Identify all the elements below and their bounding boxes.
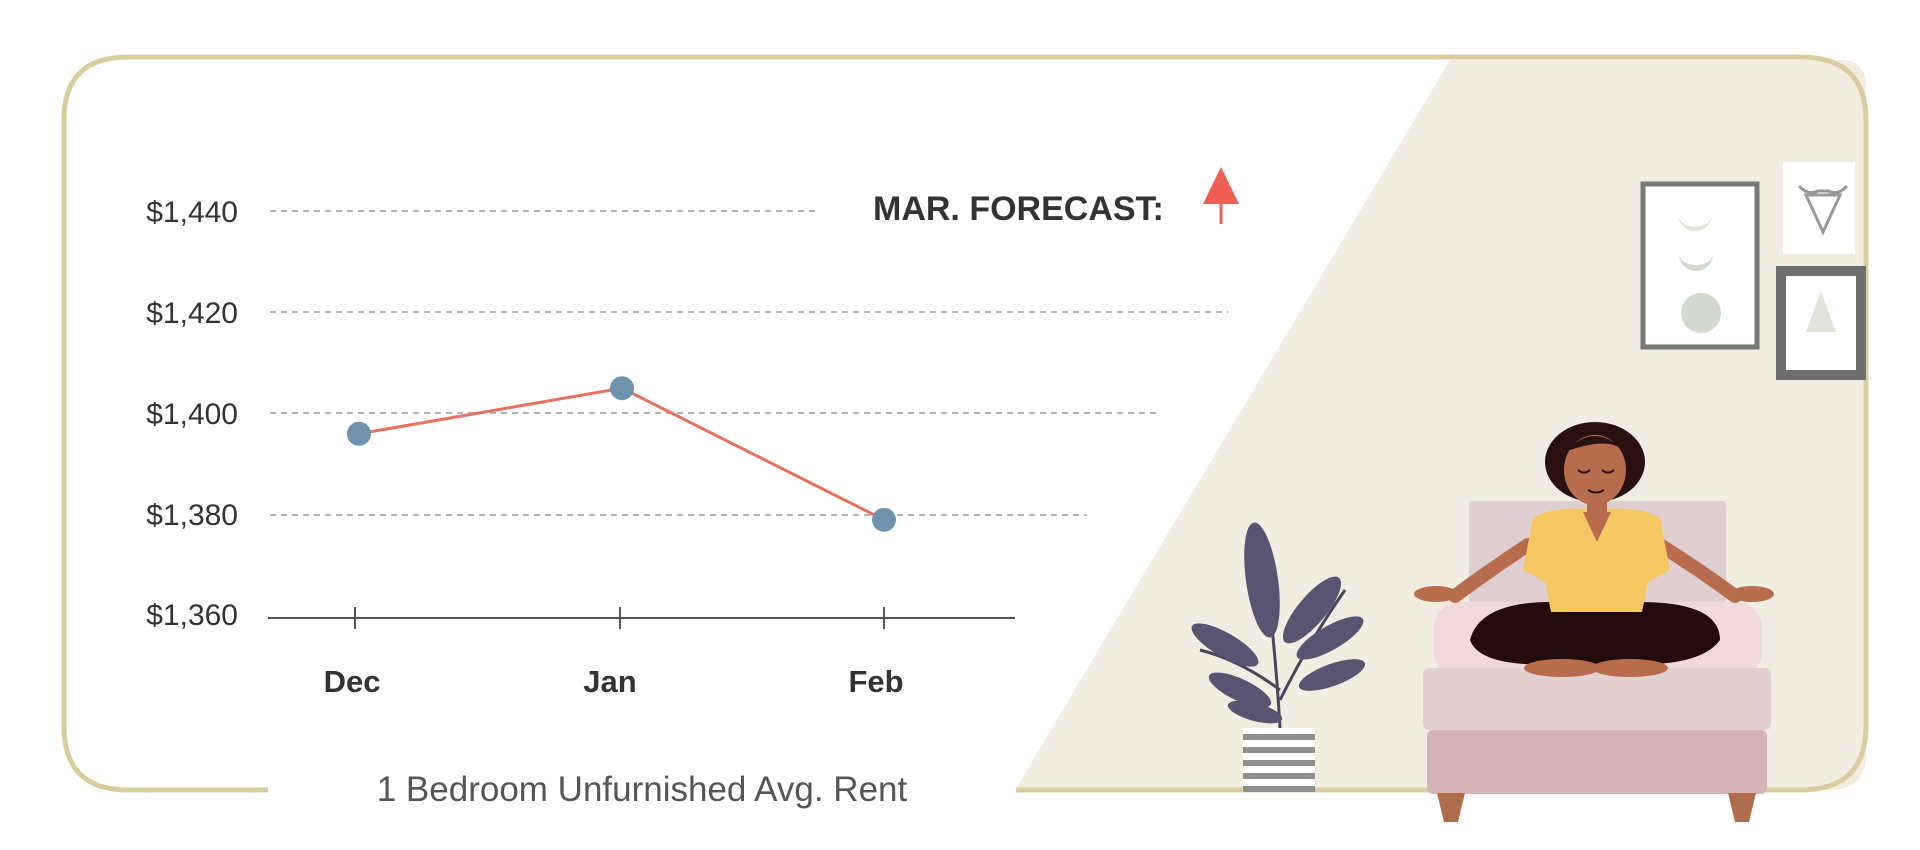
- x-label-jan: Jan: [583, 664, 636, 699]
- y-tick-label-1380: $1,380: [146, 499, 238, 532]
- data-point-feb: [872, 507, 896, 532]
- series-line: [358, 386, 885, 522]
- x-label-dec: Dec: [324, 664, 381, 699]
- y-tick-label-1360: $1,360: [146, 599, 238, 632]
- bull-skull-frame-icon: [1783, 162, 1855, 254]
- plant-icon: [1191, 522, 1366, 792]
- tree-frame-icon: [1776, 266, 1866, 380]
- x-axis-ticks: [354, 607, 885, 629]
- y-tick-label-1440: $1,440: [146, 196, 238, 229]
- data-point-dec: [347, 421, 371, 446]
- arrow-up-icon: [1203, 167, 1239, 224]
- data-point-jan: [610, 376, 634, 401]
- y-axis-tick-labels: $1,440 $1,420 $1,400 $1,380 $1,360: [146, 196, 238, 632]
- series-layer: [347, 376, 896, 532]
- card-frame: [61, 54, 1869, 793]
- y-tick-label-1400: $1,400: [146, 398, 238, 431]
- x-label-feb: Feb: [848, 664, 903, 699]
- forecast-label: MAR. FORECAST:: [873, 190, 1164, 228]
- x-axis-category-labels: Dec Jan Feb: [324, 664, 904, 699]
- meditating-woman-illustration: [1414, 422, 1774, 822]
- gridlines: [270, 210, 1228, 516]
- y-tick-label-1420: $1,420: [146, 297, 238, 330]
- chart-caption: 1 Bedroom Unfurnished Avg. Rent: [377, 770, 908, 809]
- moon-phases-frame-icon: [1640, 181, 1760, 350]
